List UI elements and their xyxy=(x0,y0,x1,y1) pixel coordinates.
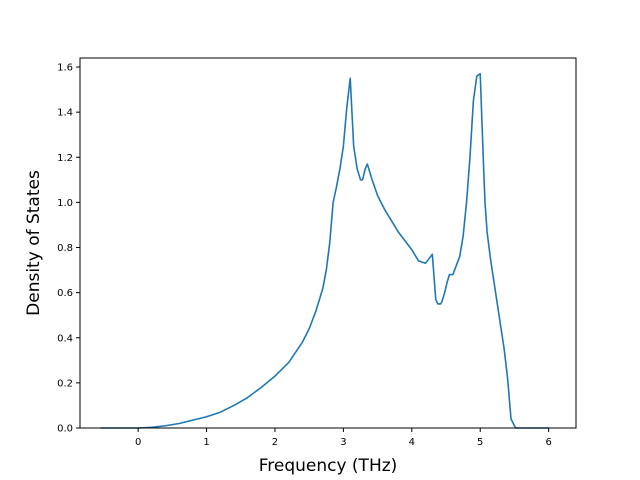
plot-frame xyxy=(79,57,577,429)
series-layer xyxy=(100,72,549,429)
y-tick-label: 1.4 xyxy=(57,108,73,119)
y-tick-label: 1.0 xyxy=(57,198,73,209)
y-tick-label: 0.8 xyxy=(57,243,73,254)
y-tick-label: 1.6 xyxy=(57,63,73,74)
plot-area xyxy=(80,58,576,428)
x-tick-label: 3 xyxy=(340,437,346,448)
x-tick-label: 5 xyxy=(477,437,483,448)
y-tick-label: 0.0 xyxy=(57,424,73,435)
y-tick-label: 1.2 xyxy=(57,153,73,164)
x-axis-label: Frequency (THz) xyxy=(259,456,398,476)
y-tick-label: 0.4 xyxy=(57,333,73,344)
x-axis-ticks: 0 1 2 3 4 5 6 xyxy=(135,428,552,448)
y-tick-label: 0.2 xyxy=(57,378,73,389)
dos-line xyxy=(100,72,549,429)
y-axis-label: Density of States xyxy=(24,170,44,316)
x-tick-label: 0 xyxy=(135,437,141,448)
x-tick-label: 4 xyxy=(409,437,415,448)
x-tick-label: 1 xyxy=(203,437,209,448)
x-tick-label: 6 xyxy=(545,437,551,448)
y-tick-label: 0.6 xyxy=(57,288,73,299)
x-tick-label: 2 xyxy=(272,437,278,448)
y-axis-ticks: 0.0 0.2 0.4 0.6 0.8 1.0 1.2 1.4 1.6 xyxy=(57,63,80,435)
